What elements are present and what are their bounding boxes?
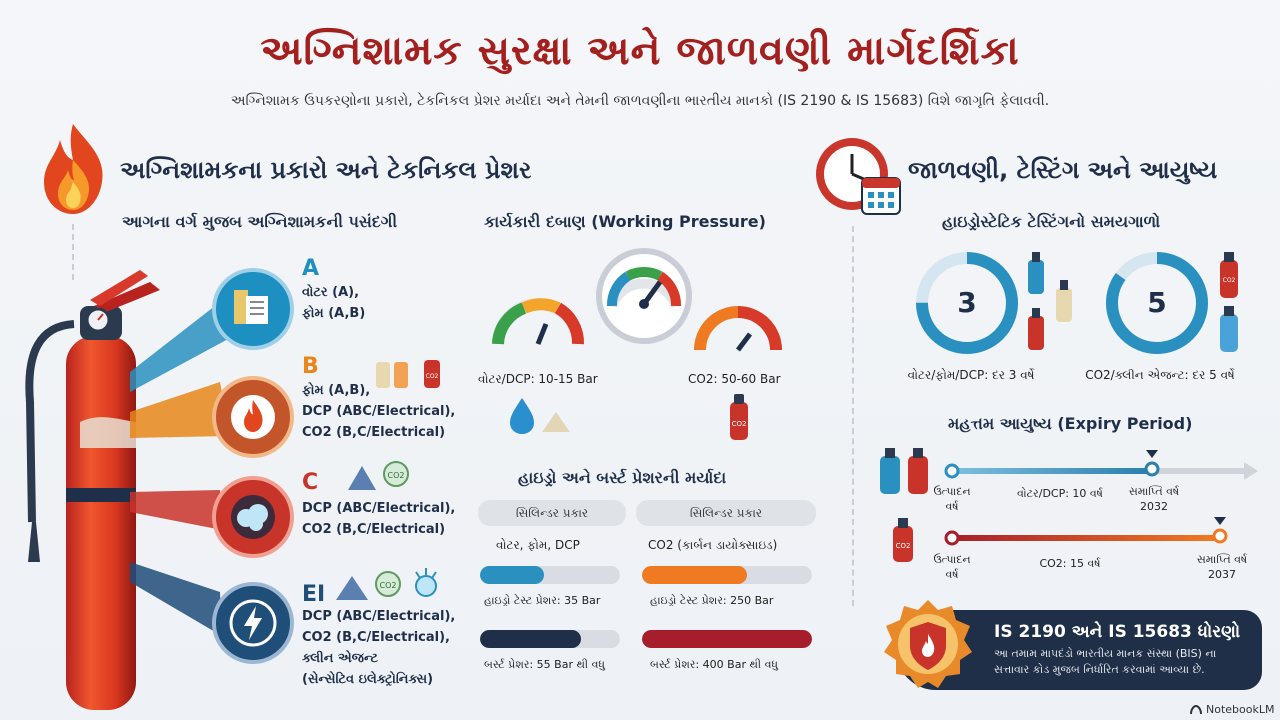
timeline-2-end-marker [1212,517,1228,544]
ring-5-label: CO2/ક્લીન એજન્ટ: દર 5 વર્ષે [1085,368,1235,382]
working-pressure-heading: કાર્યકારી દબાણ (Working Pressure) [484,212,766,231]
powder-co2-icons: CO2 [348,461,409,490]
timeline-2-start: ઉત્પાદન વર્ષ [933,553,971,581]
class-ei-letter: EI [302,582,326,607]
timeline-1-mid: વોટર/DCP: 10 વર્ષ [1017,487,1103,500]
brand-mark: NotebookLM [1190,703,1274,716]
badge-shield-icon [884,600,972,688]
hydro-bar-1-fill [480,566,545,584]
left-section-heading: અગ્નિશામકના પ્રકારો અને ટેકનિકલ પ્રેશર [120,156,532,184]
ring-3-value: 3 [957,286,977,319]
class-heading: આગના વર્ગ મુજબ અગ્નિશામકની પસંદગી [122,212,398,231]
ring-3-years [916,252,1018,354]
guide-line [72,224,74,280]
timeline-1-bar [950,468,1150,474]
burst-bar-1-fill [480,630,581,648]
limits-col-head-1: સિલિન્ડર પ્રકાર [478,500,626,526]
ring-5-value: 5 [1147,286,1167,319]
hydro-bar-2 [642,566,812,584]
class-a-text: વોટર (A), ફોમ (A,B) [302,285,366,321]
svg-text:CO2: CO2 [1223,277,1236,284]
burst-bar-2 [642,630,812,648]
powder-co2-agent-icons: CO2 [336,568,437,600]
section-divider [852,226,854,606]
timeline-2-start-dot [944,530,960,546]
limits-type-2: CO2 (કાર્બન ડાયોક્સાઇડ) [648,538,778,552]
timeline-2-icon: CO2 [893,518,913,562]
limits-type-1: વોટર, ફોમ, DCP [496,538,580,552]
svg-text:CO2: CO2 [426,373,439,380]
class-a-letter: A [302,256,320,281]
burst-bar-2-fill [642,630,812,648]
water-powder-icons [510,398,570,434]
flame-icon [44,124,103,214]
gas-cloud-icon [231,495,275,539]
timeline-1-arrowhead [1244,462,1258,480]
standards-title: IS 2190 અને IS 15683 ધોરણો [994,622,1241,642]
class-a-badge [212,268,294,350]
class-c-letter: C [302,470,319,495]
class-connectors [130,302,230,636]
class-b-text: ફોમ (A,B), DCP (ABC/Electrical), CO2 (B,… [302,383,456,440]
right-section-heading: જાળવણી, ટેસ્ટિંગ અને આયુષ્ય [908,156,1218,184]
co2-cylinder-icon: CO2 [730,394,748,440]
timeline-1-icons [880,448,928,494]
timeline-1-end: સમાપ્તિ વર્ષ 2032 [1128,485,1180,513]
class-c-text: DCP (ABC/Electrical), CO2 (B,C/Electrica… [302,501,456,537]
class-ei-badge [212,582,294,664]
ring-3-label: વોટર/ફોમ/DCP: દર 3 વર્ષે [907,368,1035,382]
electric-bolt-icon [229,599,277,647]
hydro-label-2: હાઇડ્રો ટેસ્ટ પ્રેશર: 250 Bar [650,594,774,607]
svg-text:CO2: CO2 [896,542,911,550]
limits-heading: હાઇડ્રો અને બર્સ્ટ પ્રેશરની મર્યાદા [518,468,727,487]
hydro-bar-1 [480,566,620,584]
brand-text: NotebookLM [1206,703,1275,716]
burst-label-1: બર્સ્ટ પ્રેશર: 55 Bar થી વધુ [484,658,606,671]
gauge-water-label: વોટર/DCP: 10-15 Bar [478,372,598,386]
timeline-1-end-marker [1144,450,1160,477]
svg-text:CO2: CO2 [380,581,397,590]
hydro-label-1: હાઇડ્રો ટેસ્ટ પ્રેશર: 35 Bar [484,594,601,607]
timeline-2-mid: CO2: 15 વર્ષ [1039,557,1101,570]
liquid-fire-icon [231,395,275,439]
svg-text:CO2: CO2 [732,420,747,428]
extinguisher-icons-b: CO2 [1220,252,1238,352]
standards-desc: આ તમામ માપદંડો ભારતીય માનક સંસ્થા (BIS) … [994,647,1217,676]
clock-calendar-icon [816,138,901,215]
timeline-1-start-dot [944,463,960,479]
page-title: અગ્નિશામક સુરક્ષા અને જાળવણી માર્ગદર્શિક… [260,28,1020,74]
limits-col-head-2: સિલિન્ડર પ્રકાર [636,500,816,526]
hydro-test-heading: હાઇડ્રોસ્ટેટિક ટેસ્ટિંગનો સમયગાળો [942,212,1161,231]
class-ei-text: DCP (ABC/Electrical), CO2 (B,C/Electrica… [302,609,456,687]
pressure-gauges [492,248,782,352]
burst-bar-1 [480,630,620,648]
timeline-2-end: સમાપ્તિ વર્ષ 2037 [1196,553,1248,581]
burst-label-2: બર્સ્ટ પ્રેશર: 400 Bar થી વધુ [650,658,779,671]
paper-wood-icon [234,290,268,324]
page-subtitle: અગ્નિશામક ઉપકરણોના પ્રકારો, ટેકનિકલ પ્રે… [230,93,1050,109]
class-c-badge [212,476,294,558]
foam-dcp-co2-icons: CO2 [376,360,440,388]
svg-text:CO2: CO2 [388,471,405,480]
timeline-1-start: ઉત્પાદન વર્ષ [933,485,971,513]
timeline-2-bar [950,535,1218,541]
class-b-badge [212,376,294,458]
gauge-co2-label: CO2: 50-60 Bar [688,372,781,386]
ring-5-years [1106,252,1208,354]
fire-extinguisher-illustration [25,270,160,710]
class-b-letter: B [302,354,319,379]
hydro-bar-2-fill [642,566,748,584]
timeline-1-arrow [1150,468,1250,474]
expiry-heading: મહત્તમ આયુષ્ય (Expiry Period) [948,414,1193,433]
extinguisher-icons-a [1028,252,1072,350]
notebooklm-logo-icon [1190,704,1202,714]
